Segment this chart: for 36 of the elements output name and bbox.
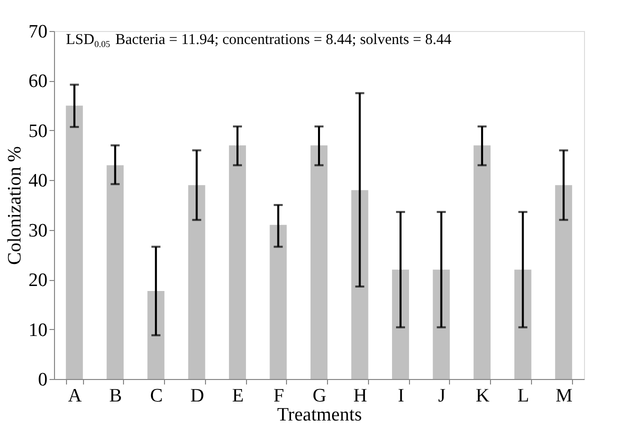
y-tick-label: 20 <box>28 270 48 292</box>
y-tick-label: 0 <box>38 370 48 390</box>
bar <box>147 291 164 379</box>
x-tick-label: J <box>438 386 446 406</box>
x-tick-label: A <box>68 386 82 406</box>
y-tick-label: 60 <box>28 71 48 92</box>
x-tick-label: L <box>518 386 530 406</box>
y-tick-label: 30 <box>28 220 48 242</box>
bar <box>392 270 410 379</box>
x-tick-label: H <box>353 386 368 406</box>
x-tick-label: E <box>232 386 244 406</box>
y-tick-label: 70 <box>28 22 48 42</box>
y-axis-title: Colonization % <box>4 146 26 265</box>
y-tick-label: 50 <box>28 120 48 142</box>
y-tick-label: 40 <box>28 170 48 192</box>
x-tick-label: G <box>312 386 327 406</box>
x-tick-label: F <box>273 386 284 406</box>
bar <box>270 224 287 379</box>
x-tick-label: M <box>556 386 573 406</box>
bar <box>310 145 328 379</box>
bar <box>106 165 124 379</box>
x-tick-label: C <box>150 386 163 406</box>
x-tick-label: D <box>190 386 204 406</box>
x-tick-label: I <box>398 386 404 406</box>
x-tick-label: B <box>109 386 122 406</box>
x-tick-label: K <box>476 386 490 406</box>
bar <box>188 185 206 379</box>
bar <box>66 106 83 379</box>
bar <box>228 145 246 379</box>
bar <box>514 270 532 379</box>
bar <box>474 145 491 379</box>
bar <box>351 190 368 379</box>
y-tick-label: 10 <box>28 320 48 341</box>
bar <box>432 270 450 379</box>
bar <box>555 185 572 379</box>
x-axis-title: Treatments <box>277 404 362 426</box>
